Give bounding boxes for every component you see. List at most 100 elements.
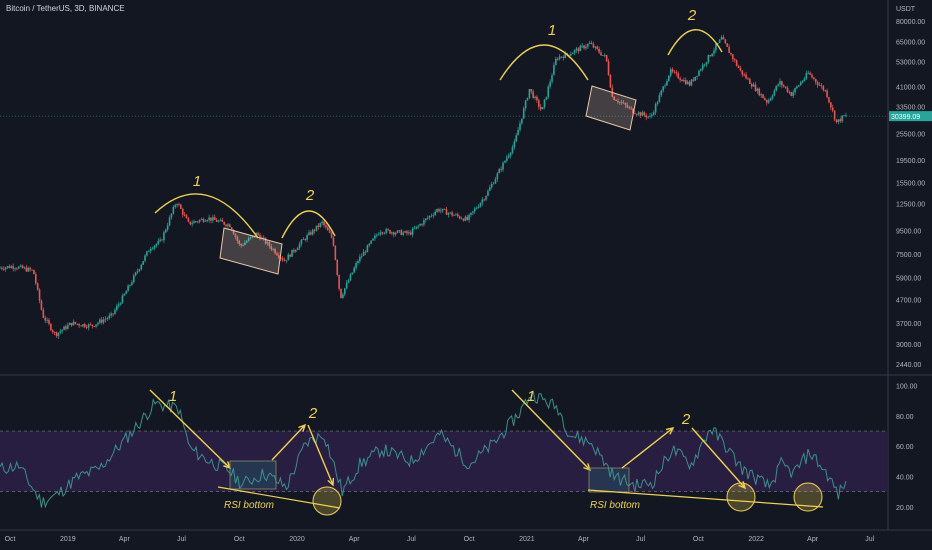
candle-body bbox=[679, 78, 681, 80]
candle bbox=[259, 232, 261, 241]
candle-body bbox=[72, 321, 75, 326]
candle bbox=[110, 311, 112, 318]
candle-body bbox=[210, 217, 212, 221]
candle bbox=[21, 264, 24, 269]
candle bbox=[521, 118, 523, 126]
candle-body bbox=[455, 214, 457, 216]
candle bbox=[202, 217, 205, 224]
candle-body bbox=[538, 100, 540, 107]
candle bbox=[355, 261, 357, 271]
candle bbox=[600, 49, 602, 56]
candle bbox=[197, 220, 199, 224]
price-tick-label: 19500.00 bbox=[896, 158, 925, 165]
candle bbox=[443, 208, 446, 210]
candle bbox=[119, 302, 122, 306]
candle-body bbox=[477, 206, 480, 208]
candle-body bbox=[176, 204, 178, 206]
candle bbox=[781, 80, 783, 89]
candle-body bbox=[432, 214, 435, 216]
candle bbox=[477, 204, 480, 209]
candle-body bbox=[347, 280, 350, 283]
candle-body bbox=[583, 45, 585, 49]
candle-body bbox=[306, 235, 308, 240]
candle bbox=[818, 82, 821, 86]
rsi-tick-label: 20.00 bbox=[896, 505, 914, 512]
candle-body bbox=[749, 78, 751, 84]
candle-body bbox=[164, 229, 167, 233]
rsi-label-2: 2 bbox=[308, 405, 318, 422]
candle bbox=[639, 111, 642, 118]
candle-body bbox=[754, 84, 757, 91]
candle-body bbox=[202, 218, 205, 222]
candle-body bbox=[317, 225, 320, 227]
candle-body bbox=[212, 217, 214, 221]
candle-body bbox=[249, 237, 252, 239]
candle bbox=[553, 62, 555, 76]
candle-body bbox=[185, 215, 188, 219]
candle bbox=[387, 228, 389, 231]
rsi-arrow-2-down bbox=[691, 427, 746, 489]
candle-body bbox=[89, 324, 92, 326]
candle-body bbox=[528, 89, 531, 99]
candle bbox=[602, 55, 604, 56]
candle bbox=[362, 248, 365, 256]
candle bbox=[278, 252, 280, 260]
candle-body bbox=[539, 106, 542, 110]
candle-body bbox=[814, 79, 817, 83]
candle-body bbox=[481, 199, 484, 203]
candle bbox=[724, 38, 727, 44]
candle-body bbox=[728, 46, 730, 53]
candle bbox=[257, 231, 259, 237]
candle bbox=[170, 213, 173, 220]
candle-body bbox=[733, 59, 736, 61]
candle bbox=[372, 238, 374, 241]
candle-body bbox=[835, 119, 838, 123]
candle bbox=[142, 260, 144, 266]
candle-body bbox=[588, 42, 591, 44]
candle-body bbox=[338, 274, 340, 289]
candle bbox=[46, 317, 48, 324]
rsi-arrow-1 bbox=[149, 389, 231, 469]
candle bbox=[458, 215, 461, 220]
candle-body bbox=[332, 237, 335, 246]
candle-body bbox=[119, 303, 122, 305]
last-price-tag bbox=[889, 111, 932, 122]
candle-body bbox=[394, 232, 397, 235]
candle bbox=[232, 229, 235, 235]
candle-body bbox=[845, 115, 847, 116]
candle bbox=[472, 211, 474, 216]
candle bbox=[0, 266, 1, 269]
candle bbox=[440, 207, 442, 214]
candle bbox=[577, 47, 580, 54]
candle-body bbox=[68, 322, 71, 326]
candle bbox=[315, 225, 318, 232]
candle-body bbox=[355, 263, 357, 268]
candle bbox=[519, 120, 521, 132]
candle bbox=[100, 316, 103, 325]
candle-body bbox=[110, 313, 112, 316]
candle-body bbox=[675, 72, 678, 74]
candle bbox=[464, 215, 467, 222]
rsi-bottom-circle bbox=[726, 482, 756, 512]
candle bbox=[530, 89, 533, 95]
candle bbox=[317, 223, 320, 230]
candle bbox=[594, 46, 597, 51]
candle bbox=[398, 230, 401, 234]
candle bbox=[579, 44, 582, 52]
candle bbox=[539, 104, 542, 111]
candle-body bbox=[304, 239, 307, 240]
candle-body bbox=[377, 234, 380, 236]
candle bbox=[581, 42, 583, 49]
candle-body bbox=[155, 243, 158, 246]
candle bbox=[225, 223, 227, 228]
rsi-arrow-2 bbox=[271, 424, 306, 461]
candle bbox=[249, 236, 252, 240]
candle-body bbox=[801, 80, 804, 83]
candle-body bbox=[673, 71, 676, 73]
candle bbox=[65, 324, 67, 331]
price-tick-label: 53000.00 bbox=[896, 59, 925, 66]
candle-body bbox=[55, 332, 58, 337]
candle-body bbox=[737, 65, 740, 68]
candle-body bbox=[12, 266, 14, 269]
candle bbox=[27, 266, 30, 273]
